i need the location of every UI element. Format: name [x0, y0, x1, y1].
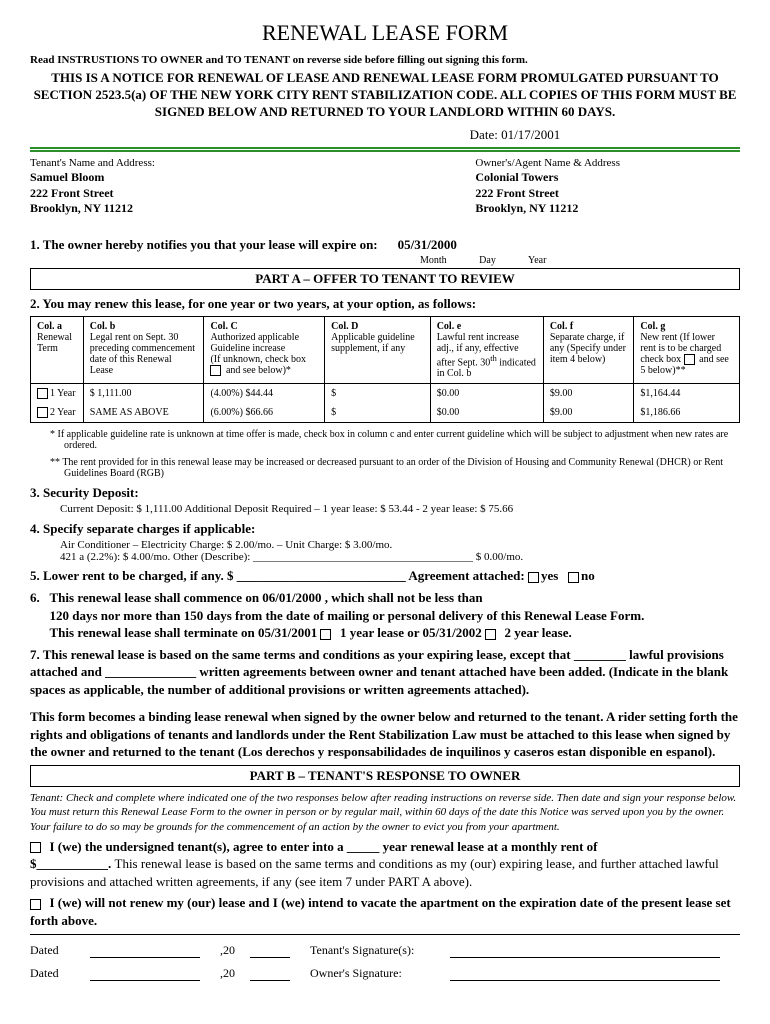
resp1b: $___________.: [30, 856, 111, 871]
checkbox-col-g[interactable]: [684, 354, 695, 365]
tenant-sig-label: Tenant's Signature(s):: [310, 943, 450, 958]
date-label: Date:: [470, 127, 498, 142]
tenant-address: Tenant's Name and Address: Samuel Bloom …: [30, 156, 155, 217]
cell-2yr-c: (6.00%) $66.66: [204, 403, 325, 423]
item-1-text: 1. The owner hereby notifies you that yo…: [30, 237, 378, 253]
item-4-line1: Air Conditioner – Electricity Charge: $ …: [60, 539, 740, 551]
cell-1yr-f: $9.00: [543, 384, 634, 404]
dated-label-1: Dated: [30, 943, 90, 958]
response-2: I (we) will not renew my (our) lease and…: [30, 894, 740, 929]
cell-2yr-f: $9.00: [543, 403, 634, 423]
owner-sig-label: Owner's Signature:: [310, 966, 450, 981]
checkbox-col-c[interactable]: [210, 365, 221, 376]
year-blank-2[interactable]: [250, 966, 290, 981]
checkbox-2yr-term[interactable]: [485, 629, 496, 640]
item-6: 6. This renewal lease shall commence on …: [30, 589, 740, 642]
checkbox-1year[interactable]: [37, 388, 48, 399]
part-b-header: PART B – TENANT'S RESPONSE TO OWNER: [30, 765, 740, 787]
cell-2yr-g: $1,186.66: [634, 403, 740, 423]
date-value: 01/17/2001: [501, 127, 560, 142]
renewal-table: Col. aRenewal Term Col. bLegal rent on S…: [30, 316, 740, 424]
item-1-date: 05/31/2000: [398, 237, 457, 253]
year-blank-1[interactable]: [250, 943, 290, 958]
table-row-1yr: 1 Year $ 1,111.00 (4.00%) $44.44 $ $0.00…: [31, 384, 740, 404]
resp1a: I (we) the undersigned tenant(s), agree …: [50, 839, 598, 854]
divider-top: [30, 147, 740, 152]
signature-row-owner: Dated ,20 Owner's Signature:: [30, 966, 740, 981]
table-row-2yr: 2 Year SAME AS ABOVE (6.00%) $66.66 $ $0…: [31, 403, 740, 423]
tenant-city: Brooklyn, NY 11212: [30, 201, 155, 217]
table-header-row: Col. aRenewal Term Col. bLegal rent on S…: [31, 316, 740, 383]
checkbox-resp1[interactable]: [30, 842, 41, 853]
date-blank-2[interactable]: [90, 966, 200, 981]
item-4-title: 4. Specify separate charges if applicabl…: [30, 521, 740, 537]
page-title: RENEWAL LEASE FORM: [30, 20, 740, 46]
note-1: * If applicable guideline rate is unknow…: [50, 429, 740, 451]
tenant-street: 222 Front Street: [30, 186, 155, 202]
note-2: ** The rent provided for in this renewal…: [50, 457, 740, 479]
response-1: I (we) the undersigned tenant(s), agree …: [30, 838, 740, 891]
part-a-header: PART A – OFFER TO TENANT TO REVIEW: [30, 268, 740, 290]
year-label: Year: [528, 255, 546, 266]
month-day-year: Month Day Year: [420, 255, 740, 266]
owner-address: Owner's/Agent Name & Address Colonial To…: [475, 156, 740, 217]
checkbox-2year[interactable]: [37, 407, 48, 418]
address-row: Tenant's Name and Address: Samuel Bloom …: [30, 156, 740, 217]
part-b-instructions: Tenant: Check and complete where indicat…: [30, 791, 740, 834]
checkbox-no[interactable]: [568, 572, 579, 583]
cell-2yr-e: $0.00: [430, 403, 543, 423]
tenant-name: Samuel Bloom: [30, 170, 155, 186]
twenty-2: ,20: [220, 966, 250, 981]
item-5: 5. Lower rent to be charged, if any. $ _…: [30, 567, 740, 585]
item-3-title: 3. Security Deposit:: [30, 485, 740, 501]
checkbox-1yr-term[interactable]: [320, 629, 331, 640]
item-5-text: 5. Lower rent to be charged, if any. $ _…: [30, 568, 525, 583]
date-row: Date: 01/17/2001: [30, 127, 740, 143]
cell-2yr-d: $: [325, 403, 431, 423]
divider-sig: [30, 934, 740, 935]
binding-text: This form becomes a binding lease renewa…: [30, 708, 740, 761]
date-blank-1[interactable]: [90, 943, 200, 958]
no-label: no: [581, 568, 595, 583]
tenant-sig-line[interactable]: [450, 943, 720, 958]
owner-label: Owner's/Agent Name & Address: [475, 156, 620, 170]
owner-city: Brooklyn, NY 11212: [475, 201, 620, 217]
resp1c: This renewal lease is based on the same …: [30, 856, 719, 889]
tenant-label: Tenant's Name and Address:: [30, 156, 155, 170]
item-1: 1. The owner hereby notifies you that yo…: [30, 237, 740, 253]
item-3-text: Current Deposit: $ 1,111.00 Additional D…: [60, 503, 740, 515]
term-1yr: 1 Year: [50, 388, 76, 399]
cell-2yr-b: SAME AS ABOVE: [83, 403, 204, 423]
checkbox-resp2[interactable]: [30, 899, 41, 910]
dated-label-2: Dated: [30, 966, 90, 981]
item-7: 7. This renewal lease is based on the sa…: [30, 646, 740, 699]
cell-1yr-e: $0.00: [430, 384, 543, 404]
cell-1yr-d: $: [325, 384, 431, 404]
yes-label: yes: [541, 568, 558, 583]
item-2: 2. You may renew this lease, for one yea…: [30, 296, 740, 312]
notice-text: THIS IS A NOTICE FOR RENEWAL OF LEASE AN…: [30, 70, 740, 121]
cell-1yr-b: $ 1,111.00: [83, 384, 204, 404]
day-label: Day: [479, 255, 496, 266]
cell-1yr-c: (4.00%) $44.44: [204, 384, 325, 404]
cell-1yr-g: $1,164.44: [634, 384, 740, 404]
owner-street: 222 Front Street: [475, 186, 620, 202]
signature-row-tenant: Dated ,20 Tenant's Signature(s):: [30, 943, 740, 958]
owner-sig-line[interactable]: [450, 966, 720, 981]
term-2yr: 2 Year: [50, 407, 76, 418]
item-4-line2: 421 a (2.2%): $ 4.00/mo. Other (Describe…: [60, 551, 740, 563]
owner-name: Colonial Towers: [475, 170, 620, 186]
instructions-text: Read INSTRUSTIONS TO OWNER and TO TENANT…: [30, 54, 740, 66]
resp2-text: I (we) will not renew my (our) lease and…: [30, 895, 731, 928]
twenty-1: ,20: [220, 943, 250, 958]
month-label: Month: [420, 255, 447, 266]
checkbox-yes[interactable]: [528, 572, 539, 583]
